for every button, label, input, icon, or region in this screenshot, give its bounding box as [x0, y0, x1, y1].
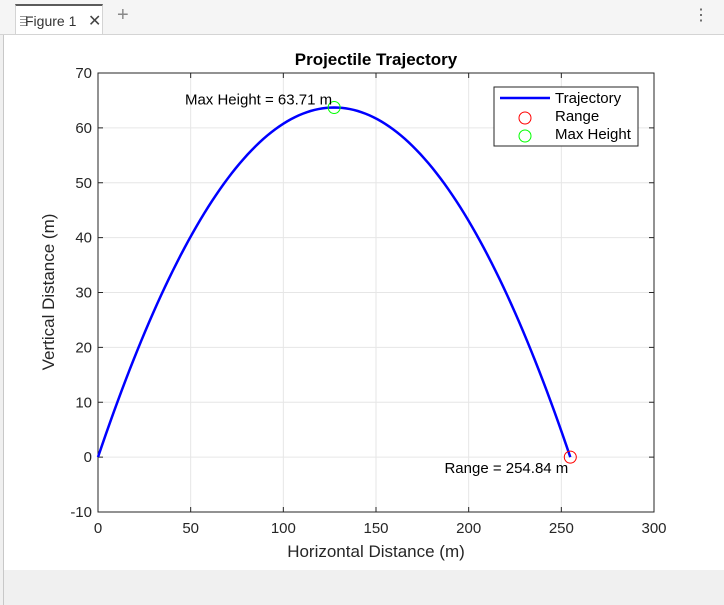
- legend-swatch-marker: [518, 129, 532, 143]
- chart-title: Projectile Trajectory: [295, 50, 458, 69]
- y-tick-label: 20: [75, 339, 92, 356]
- tab-label: Figure 1: [25, 13, 77, 29]
- figure-footer: [4, 570, 724, 605]
- figure-tabbar: Figure 1 ✕ + ⋮: [0, 0, 724, 35]
- tab-figure-1[interactable]: Figure 1 ✕: [15, 4, 103, 34]
- x-tick-label: 150: [363, 520, 388, 537]
- close-icon[interactable]: ✕: [88, 13, 102, 30]
- max-height-annotation: Max Height = 63.71 m: [185, 92, 332, 109]
- y-tick-label: -10: [70, 504, 92, 521]
- x-tick-label: 100: [271, 520, 296, 537]
- x-tick-label: 50: [182, 520, 199, 537]
- y-tick-label: 40: [75, 230, 92, 247]
- window-left-edge: [3, 35, 4, 605]
- y-tick-label: 0: [84, 449, 92, 466]
- annotation-layer: Max Height = 63.71 m Range = 254.84 m: [185, 92, 568, 478]
- legend-swatch-marker: [518, 111, 532, 125]
- range-marker: [563, 450, 577, 464]
- x-tick-label: 300: [641, 520, 666, 537]
- y-tick-label: 50: [75, 175, 92, 192]
- add-tab-icon[interactable]: +: [117, 4, 129, 26]
- max-height-marker: [327, 101, 341, 115]
- x-axis-label: Horizontal Distance (m): [287, 542, 465, 561]
- series-layer: [96, 101, 577, 464]
- range-annotation: Range = 254.84 m: [444, 460, 568, 477]
- x-tick-label: 200: [456, 520, 481, 537]
- legend-entry-label: Max Height: [555, 126, 632, 143]
- drag-grip-icon[interactable]: [20, 16, 27, 30]
- y-axis-label: Vertical Distance (m): [39, 214, 58, 371]
- y-tick-label: 60: [75, 120, 92, 137]
- more-options-icon[interactable]: ⋮: [693, 7, 709, 24]
- trajectory-line: [96, 106, 572, 458]
- x-tick-label: 0: [94, 520, 102, 537]
- y-tick-label: 10: [75, 394, 92, 411]
- x-tick-label: 250: [549, 520, 574, 537]
- y-tick-label: 30: [75, 285, 92, 302]
- y-tick-label: 70: [75, 65, 92, 82]
- grid-layer: [97, 72, 655, 513]
- legend-entry-label: Range: [555, 108, 599, 125]
- legend-entry-label: Trajectory: [555, 90, 622, 107]
